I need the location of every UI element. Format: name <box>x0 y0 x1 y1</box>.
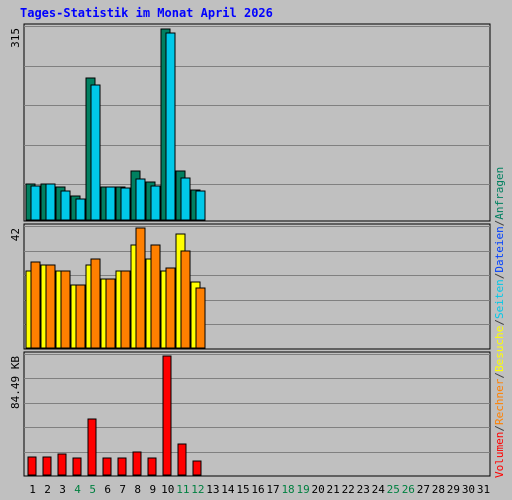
legend: Volumen/Rechner/Besuche/Seiten/Dateien/A… <box>493 167 506 478</box>
chart-panels: 315 42 84.49 KB <box>9 23 491 477</box>
x-tick-label: 16 <box>251 483 264 496</box>
legend-entry: / <box>493 425 506 432</box>
bar-volumen-day-7 <box>117 457 127 476</box>
panel-axis-max-label: 42 <box>9 228 22 241</box>
bar-volumen-day-9 <box>147 457 157 476</box>
bar-volumen-day-12 <box>192 460 202 476</box>
bar-volumen-day-1 <box>27 456 37 476</box>
x-tick-label: 9 <box>149 483 156 496</box>
series-volumen <box>27 355 202 476</box>
x-tick-label: 29 <box>447 483 460 496</box>
x-tick-label: 10 <box>161 483 174 496</box>
panel-frame <box>23 351 491 477</box>
bar-volumen-day-2 <box>42 456 52 476</box>
legend-entry: Anfragen <box>493 167 506 220</box>
x-tick-label: 12 <box>191 483 204 496</box>
bar-besuche-day-11 <box>180 250 191 349</box>
panel-axis-max-label: 315 <box>9 28 22 48</box>
x-tick-label: 24 <box>372 483 386 496</box>
legend-entry: / <box>493 273 506 280</box>
x-tick-label: 26 <box>402 483 415 496</box>
legend-entry: Volumen <box>493 432 506 478</box>
bar-dateien-day-1 <box>30 185 41 221</box>
legend-entry: / <box>493 220 506 227</box>
bar-besuche-day-2 <box>45 264 56 349</box>
bar-dateien-day-7 <box>120 187 131 221</box>
x-tick-label: 20 <box>312 483 325 496</box>
x-tick-label: 27 <box>417 483 430 496</box>
panel-top: 315 <box>9 23 491 222</box>
series-besuche <box>30 227 206 349</box>
bar-dateien-day-4 <box>75 198 86 221</box>
bar-besuche-day-1 <box>30 261 41 349</box>
bar-besuche-day-7 <box>120 270 131 349</box>
bar-dateien-day-12 <box>195 190 206 221</box>
legend-entry: / <box>493 319 506 326</box>
bar-dateien-day-3 <box>60 190 71 221</box>
x-tick-label: 19 <box>296 483 309 496</box>
bar-dateien-day-6 <box>105 186 116 221</box>
x-tick-label: 22 <box>342 483 355 496</box>
bar-besuche-day-12 <box>195 287 206 349</box>
bar-dateien-day-9 <box>150 185 161 221</box>
bar-besuche-day-8 <box>135 227 146 349</box>
x-tick-label: 18 <box>281 483 294 496</box>
bar-besuche-day-3 <box>60 270 71 349</box>
x-tick-label: 11 <box>176 483 189 496</box>
bar-dateien-day-5 <box>90 84 101 221</box>
x-tick-label: 13 <box>206 483 219 496</box>
legend-entry: / <box>493 372 506 379</box>
series-dateien <box>30 32 206 221</box>
x-tick-label: 1 <box>29 483 36 496</box>
bar-volumen-day-3 <box>57 453 67 476</box>
bar-volumen-day-4 <box>72 457 82 476</box>
x-tick-label: 8 <box>134 483 141 496</box>
bar-volumen-day-5 <box>87 418 97 476</box>
bar-dateien-day-11 <box>180 177 191 221</box>
bar-dateien-day-8 <box>135 178 146 221</box>
panel-bottom: 84.49 KB <box>9 351 491 477</box>
bar-volumen-day-8 <box>132 451 142 476</box>
x-tick-label: 15 <box>236 483 249 496</box>
legend-entry: Rechner <box>493 378 506 425</box>
x-tick-label: 31 <box>477 483 490 496</box>
x-tick-label: 25 <box>387 483 400 496</box>
bar-dateien-day-2 <box>45 183 56 221</box>
x-tick-label: 6 <box>104 483 111 496</box>
x-tick-label: 5 <box>89 483 96 496</box>
x-axis-day-labels: 1 2 3 4 5 6 7 8 9 10 11 12 13 14 15 16 17 18 19 20 21 22 23 24 2… <box>29 483 490 496</box>
bar-besuche-day-4 <box>75 284 86 349</box>
x-tick-label: 4 <box>74 483 81 496</box>
bar-besuche-day-10 <box>165 267 176 349</box>
x-tick-label: 23 <box>357 483 370 496</box>
x-tick-label: 3 <box>59 483 66 496</box>
bar-besuche-day-9 <box>150 244 161 349</box>
x-tick-label: 7 <box>119 483 126 496</box>
panel-middle: 42 <box>9 223 491 350</box>
bar-volumen-day-6 <box>102 457 112 476</box>
x-tick-label: 17 <box>266 483 279 496</box>
bar-besuche-day-6 <box>105 278 116 349</box>
x-tick-label: 14 <box>221 483 235 496</box>
legend-entry: Seiten <box>493 279 506 319</box>
panel-axis-max-label: 84.49 KB <box>9 356 22 409</box>
bar-volumen-day-11 <box>177 443 187 476</box>
chart-title: Tages-Statistik im Monat April 2026 <box>20 6 273 20</box>
legend-text: Volumen/Rechner/Besuche/Seiten/Dateien/A… <box>493 167 506 478</box>
bar-besuche-day-5 <box>90 258 101 349</box>
x-tick-label: 2 <box>44 483 51 496</box>
x-tick-label: 30 <box>462 483 475 496</box>
bar-dateien-day-10 <box>165 32 176 221</box>
legend-entry: Dateien <box>493 226 506 272</box>
x-tick-label: 21 <box>327 483 340 496</box>
legend-entry: Besuche <box>493 326 506 372</box>
x-tick-label: 28 <box>432 483 445 496</box>
bar-volumen-day-10 <box>162 355 172 476</box>
